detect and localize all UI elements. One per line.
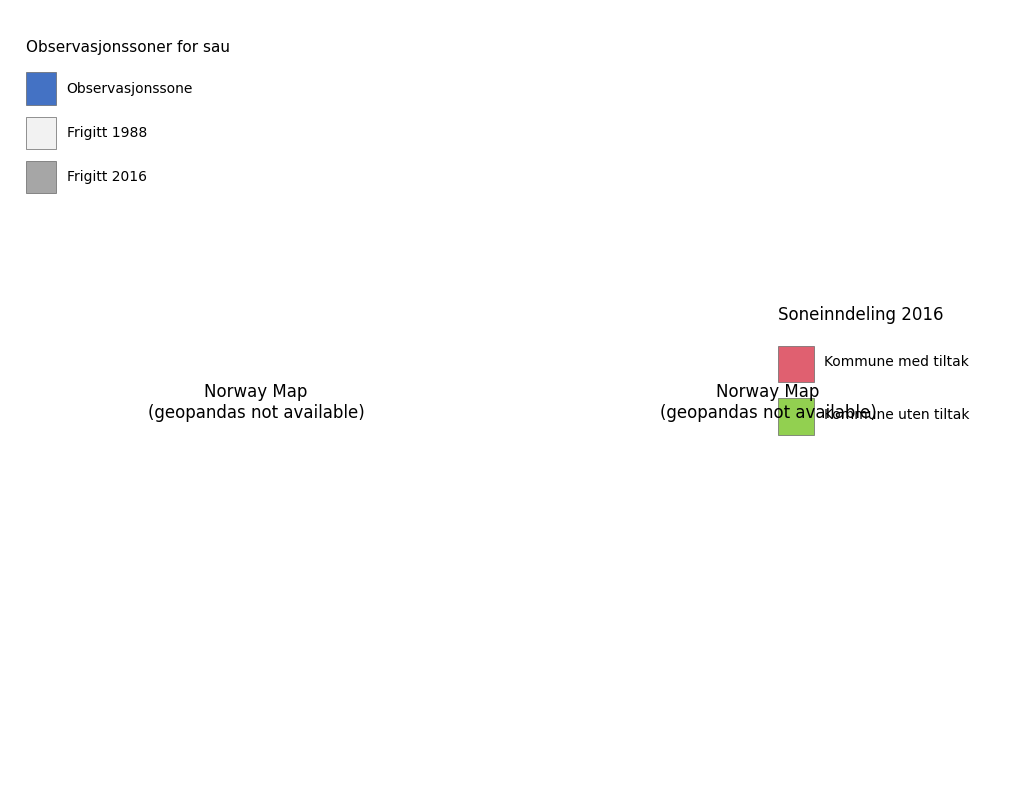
Text: Kommune med tiltak: Kommune med tiltak (824, 355, 969, 369)
Text: Soneinndeling 2016: Soneinndeling 2016 (778, 306, 944, 324)
FancyBboxPatch shape (26, 72, 56, 105)
FancyBboxPatch shape (778, 346, 814, 382)
Text: Observasjonssone: Observasjonssone (67, 81, 193, 96)
Text: Norway Map
(geopandas not available): Norway Map (geopandas not available) (147, 383, 365, 422)
Text: Kommune uten tiltak: Kommune uten tiltak (824, 407, 970, 422)
FancyBboxPatch shape (26, 161, 56, 193)
FancyBboxPatch shape (778, 398, 814, 435)
FancyBboxPatch shape (26, 117, 56, 149)
Text: Norway Map
(geopandas not available): Norway Map (geopandas not available) (659, 383, 877, 422)
Text: Frigitt 1988: Frigitt 1988 (67, 126, 146, 140)
Text: Observasjonssoner for sau: Observasjonssoner for sau (26, 40, 229, 56)
Text: Frigitt 2016: Frigitt 2016 (67, 170, 146, 184)
